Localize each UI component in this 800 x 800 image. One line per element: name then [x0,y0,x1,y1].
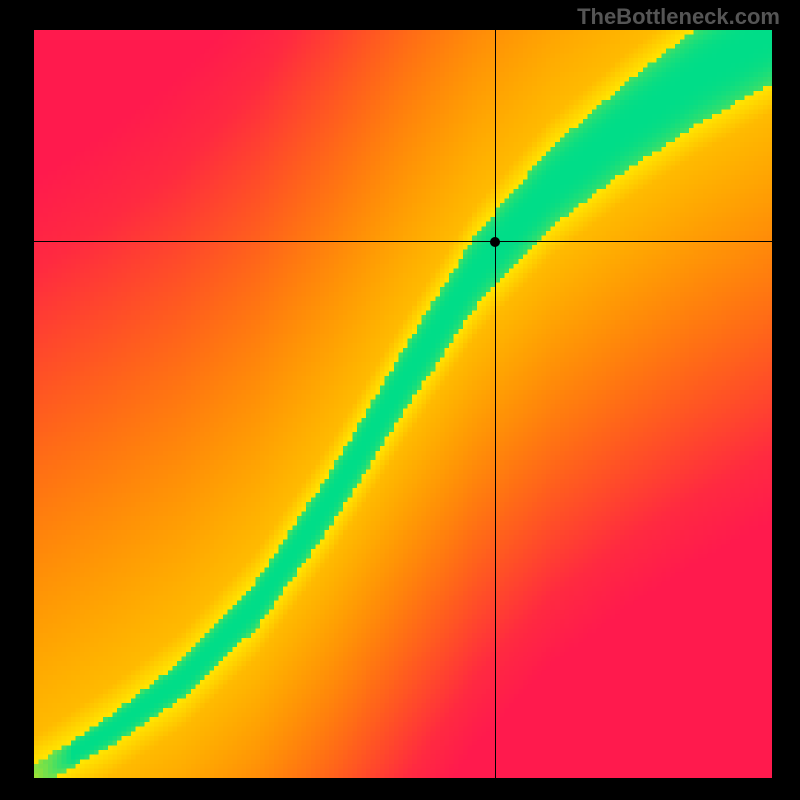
plot-area [34,30,772,778]
watermark-text: TheBottleneck.com [577,4,780,30]
crosshair-horizontal [34,241,772,242]
heatmap-canvas [34,30,772,778]
crosshair-vertical [495,30,496,778]
chart-container: TheBottleneck.com [0,0,800,800]
crosshair-marker [490,237,500,247]
